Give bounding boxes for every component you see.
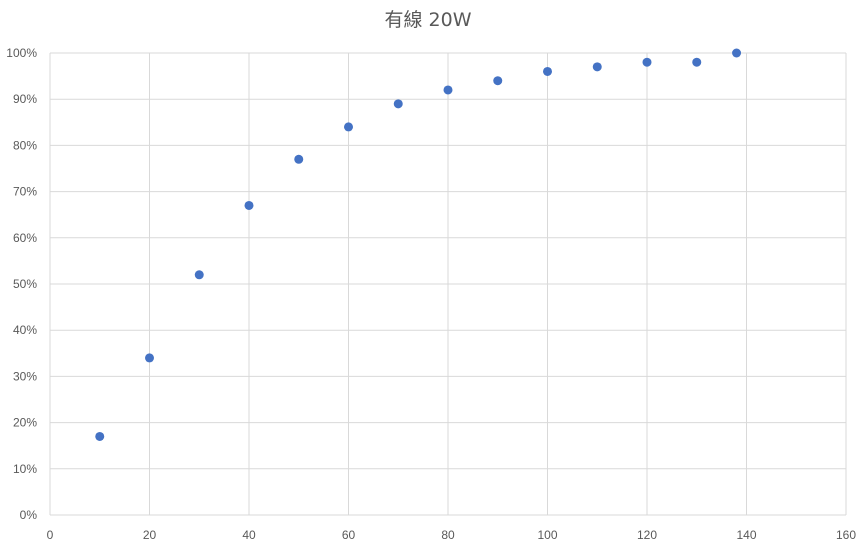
y-tick-label: 0% [20, 508, 38, 522]
data-point [732, 48, 742, 58]
data-point [145, 353, 154, 363]
data-point [393, 99, 403, 109]
data-point [493, 76, 503, 86]
y-tick-label: 50% [13, 277, 37, 291]
y-tick-label: 30% [13, 369, 37, 383]
data-point [294, 154, 304, 164]
data-point [95, 431, 105, 441]
x-tick-label: 120 [637, 528, 657, 542]
y-tick-label: 100% [6, 46, 37, 60]
x-tick-label: 60 [342, 528, 356, 542]
x-tick-label: 20 [143, 528, 157, 542]
data-point [642, 57, 652, 67]
grid [49, 52, 847, 516]
y-tick-label: 90% [13, 92, 37, 106]
y-tick-label: 80% [13, 138, 37, 152]
data-point [344, 122, 353, 132]
x-axis-tick-labels: 0 20 40 60 80 100 120 140 160 [47, 528, 857, 542]
y-tick-label: 40% [13, 323, 37, 337]
x-tick-label: 80 [441, 528, 455, 542]
x-tick-label: 140 [736, 528, 756, 542]
x-tick-label: 40 [242, 528, 256, 542]
x-tick-label: 100 [537, 528, 557, 542]
data-point [244, 200, 254, 210]
x-tick-label: 0 [47, 528, 54, 542]
x-tick-label: 160 [836, 528, 856, 542]
y-tick-label: 10% [13, 462, 37, 476]
data-point [592, 62, 602, 72]
data-point [194, 270, 204, 280]
data-point [692, 57, 702, 67]
data-point [443, 85, 453, 95]
data-point [543, 66, 552, 76]
chart-title: 有線 20W [384, 9, 471, 31]
y-tick-label: 70% [13, 185, 37, 199]
y-tick-label: 60% [13, 231, 37, 245]
data-points [95, 48, 742, 441]
y-axis-tick-labels: 0% 10% 20% 30% 40% 50% 60% 70% 80% 90% 100% [6, 46, 37, 522]
y-tick-label: 20% [13, 416, 37, 430]
